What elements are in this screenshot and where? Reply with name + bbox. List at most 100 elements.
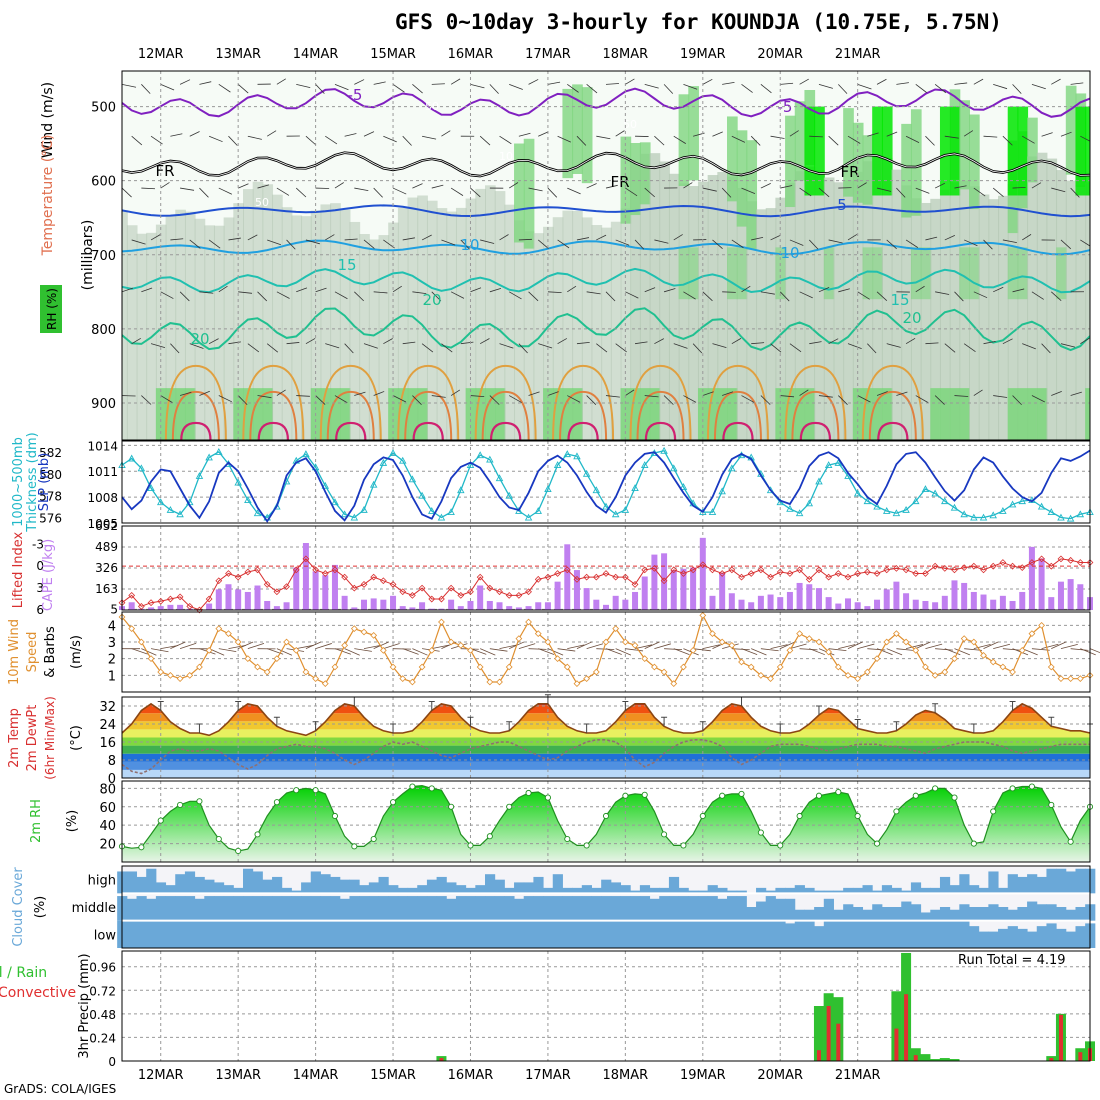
wind-speed-point: [931, 671, 939, 679]
cape-bar: [264, 600, 271, 610]
wind-barb: [663, 84, 674, 94]
wind-barb-10m: [615, 648, 632, 656]
rh-shade-green-low: [475, 388, 486, 440]
wind-barb-10m: [305, 641, 322, 650]
cloud-cover-bar-low: [310, 920, 321, 948]
lifted-index-point: [709, 566, 716, 574]
cape-bar: [961, 582, 968, 610]
wind-barb: [189, 131, 200, 137]
wind-speed-point: [1067, 675, 1075, 683]
wind-speed-point: [902, 638, 910, 646]
wind-barb: [993, 83, 1008, 90]
wind-barb: [247, 234, 258, 241]
cloud-cover-bar-middle: [988, 904, 999, 921]
wind-barb: [828, 135, 839, 146]
wind-barb-10m: [944, 648, 961, 656]
precip-tick-label: 0.96: [89, 961, 116, 975]
precip-convective-bar: [913, 1055, 918, 1061]
lifted-index-point: [902, 566, 910, 574]
wind-barb: [479, 135, 491, 146]
cape-bar: [922, 600, 929, 610]
wind-barb: [296, 287, 308, 293]
thickness-point: [718, 487, 726, 495]
rh-point: [544, 794, 551, 801]
wind-barb: [344, 238, 358, 241]
temperature-contour-label: FR: [155, 162, 174, 180]
thickness-point: [244, 496, 252, 503]
pressure-tick-label: 700: [91, 249, 116, 264]
lifted-index-tick-label: 6: [36, 603, 44, 617]
cloud-cover-bar-middle: [591, 896, 602, 921]
lifted-index-point: [786, 570, 794, 577]
rh-shade-grey: [649, 153, 661, 440]
rh-point: [1028, 783, 1035, 790]
rh-shade-bright: [1017, 106, 1029, 196]
lifted-index-point: [854, 570, 862, 577]
wind-barb-10m: [402, 648, 419, 655]
wind-barb-10m: [1051, 641, 1067, 650]
lifted-index-point: [389, 581, 397, 588]
thickness-point: [815, 477, 823, 485]
rh-shade-green-mid: [1056, 247, 1067, 300]
wind-barb: [654, 338, 665, 345]
cloud-row-label: low: [94, 928, 117, 943]
thickness-point: [989, 511, 997, 519]
thickness-point: [660, 446, 668, 454]
cloud-cover-bar-low: [823, 920, 834, 948]
cloud-cover-bar-middle: [930, 909, 941, 921]
cloud-cover-bar-high: [707, 885, 718, 894]
wind-speed-point: [863, 668, 871, 676]
rh-shade-green-low: [881, 388, 893, 440]
cloud-cover-bar-middle: [455, 896, 467, 921]
wind-barb: [1002, 135, 1013, 146]
wind-barb: [935, 291, 950, 295]
cloud-cover-bar-high: [165, 885, 176, 894]
temperature-unit-label: (°C): [69, 725, 84, 751]
wind-speed-point: [583, 675, 591, 683]
lifted-index-point: [341, 573, 349, 581]
cape-bar: [777, 597, 784, 610]
cloud-cover-bar-low: [785, 923, 796, 948]
cloud-cover-bar-middle: [126, 898, 138, 921]
wind-barb: [131, 135, 143, 146]
cloud-cover-bar-high: [572, 887, 583, 894]
cloud-cover-bar-middle: [1075, 907, 1086, 921]
rh-shade-green-low: [697, 388, 709, 440]
rh-shade-grey: [455, 207, 467, 440]
rh-shade-grey: [320, 204, 332, 440]
temperature-contour-label: 5: [837, 196, 847, 214]
wind-barb: [721, 187, 732, 198]
temperature-tick-label: 24: [99, 718, 116, 733]
wind-speed-point: [670, 680, 678, 688]
wind-barb: [789, 239, 804, 246]
thickness-point: [147, 484, 155, 491]
wind-barb: [983, 341, 996, 345]
cape-bar: [970, 591, 977, 610]
cloud-cover-bar-high: [281, 887, 292, 894]
wind-barb: [886, 131, 898, 137]
wind-barb: [596, 234, 607, 241]
lifted-index-point: [379, 577, 387, 585]
rh-point: [448, 803, 455, 810]
thickness-point: [795, 509, 804, 517]
wind-barb: [470, 287, 482, 293]
rh-tick-label: 40: [99, 819, 116, 834]
cloud-cover-bar-low: [1075, 926, 1086, 948]
lifted-index-point: [747, 570, 755, 577]
wind-barb: [954, 82, 968, 85]
wind-speed-point: [331, 663, 339, 671]
wind-barb: [460, 239, 470, 250]
cloud-cover-bar-middle: [601, 896, 612, 921]
cape-bar: [941, 595, 948, 610]
cloud-cover-bar-low: [1065, 931, 1076, 948]
rh-shade-green-mid: [823, 247, 835, 300]
temperature-band: [122, 737, 1090, 746]
lifted-index-point: [147, 599, 155, 607]
wind-barb: [886, 239, 897, 250]
rh-shade-green-mid: [920, 247, 932, 300]
cloud-cover-bar-high: [368, 882, 380, 894]
rh-point: [622, 792, 629, 799]
wind-barb: [615, 130, 625, 137]
rh-shade-green-upper: [523, 138, 535, 249]
cloud-cover-bar-high: [843, 887, 854, 894]
